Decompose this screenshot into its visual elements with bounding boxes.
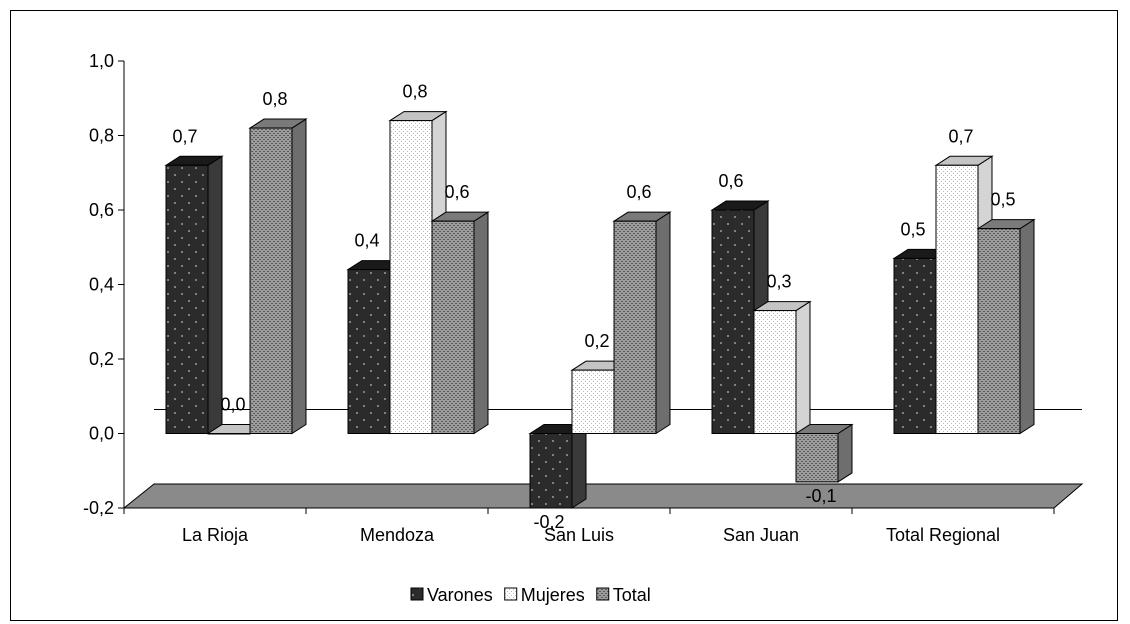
legend-item-total: Total xyxy=(596,585,651,605)
bar-front-face xyxy=(893,257,937,434)
category-label-san-luis: San Luis xyxy=(544,525,614,545)
bar-side-face xyxy=(207,155,223,435)
bar-varones-la-rioja xyxy=(164,155,224,435)
y-tick-label: 0,0 xyxy=(89,424,114,444)
data-label-mujeres-san-juan: 0,3 xyxy=(766,272,791,292)
data-label-total-mendoza: 0,6 xyxy=(444,182,469,202)
legend-swatch xyxy=(504,587,518,601)
bar-total-san-luis xyxy=(612,211,672,435)
legend-swatch xyxy=(410,587,424,601)
legend: Varones Mujeres Total xyxy=(410,585,651,605)
data-label-total-san-juan: -0,1 xyxy=(805,486,836,506)
y-tick-label: 0,2 xyxy=(89,349,114,369)
legend-label: Total xyxy=(613,585,651,605)
bar-mujeres-san-juan xyxy=(752,300,812,435)
data-label-varones-mendoza: 0,4 xyxy=(354,231,379,251)
bar-front-face xyxy=(711,209,755,434)
bar-front-face xyxy=(977,228,1021,434)
data-label-total-total-regional: 0,5 xyxy=(990,190,1015,210)
bar-total-total-regional xyxy=(976,218,1036,435)
bar-side-face xyxy=(795,300,811,435)
category-label-san-juan: San Juan xyxy=(723,525,799,545)
data-label-varones-san-juan: 0,6 xyxy=(718,171,743,191)
y-tick-label: 0,8 xyxy=(89,126,114,146)
y-tick-label: 0,4 xyxy=(89,275,114,295)
legend-swatch xyxy=(596,587,610,601)
chart-frame: -0,2 0,0 0,2 0,4 0,6 0,8 1,0 0,7 0,0 0,8 0,4 0,8 0,… xyxy=(10,10,1118,621)
data-labels: 0,7 0,0 0,8 0,4 0,8 0,6 -0,2 0,2 0,6 0,6 0,3 -0,1 0,… xyxy=(172,82,1015,532)
data-label-varones-total-regional: 0,5 xyxy=(900,219,925,239)
bars xyxy=(164,110,1036,509)
bar-total-san-juan xyxy=(794,423,854,483)
category-label-la-rioja: La Rioja xyxy=(182,525,249,545)
data-label-varones-san-luis: -0,2 xyxy=(533,512,564,532)
legend-label: Varones xyxy=(427,585,493,605)
bar-side-face xyxy=(291,118,307,435)
category-label-mendoza: Mendoza xyxy=(360,525,435,545)
legend-item-mujeres: Mujeres xyxy=(504,585,585,605)
data-label-mujeres-total-regional: 0,7 xyxy=(948,126,973,146)
data-label-mujeres-la-rioja: 0,0 xyxy=(220,395,245,415)
bar-front-face xyxy=(165,164,209,435)
bar-front-face xyxy=(249,127,293,435)
legend-label: Mujeres xyxy=(521,585,585,605)
chart-canvas: -0,20,00,20,40,60,81,0 0,70,00,80,40,80,… xyxy=(83,51,1084,605)
bar-front-face xyxy=(571,369,615,434)
bar-side-face xyxy=(655,211,671,435)
data-label-total-san-luis: 0,6 xyxy=(626,182,651,202)
y-axis: -0,2 0,0 0,2 0,4 0,6 0,8 1,0 xyxy=(83,51,125,518)
data-label-varones-la-rioja: 0,7 xyxy=(172,126,197,146)
y-tick-label: 1,0 xyxy=(89,51,114,71)
bar-front-face xyxy=(347,269,391,434)
bar-front-face xyxy=(431,220,475,434)
bar-side-face xyxy=(571,423,587,509)
data-label-total-la-rioja: 0,8 xyxy=(262,89,287,109)
bar-front-face xyxy=(613,220,657,434)
bar-side-face xyxy=(473,211,489,435)
x-axis: La Rioja Mendoza San Luis San Juan Total Reg… xyxy=(123,507,1055,545)
bar-varones-san-luis xyxy=(528,423,588,509)
bar-side-face xyxy=(837,423,853,483)
data-label-mujeres-mendoza: 0,8 xyxy=(402,82,427,102)
y-tick-label: 0,6 xyxy=(89,200,114,220)
legend-item-varones: Varones xyxy=(410,585,493,605)
bar-front-face xyxy=(389,120,433,434)
bar-front-face xyxy=(795,433,839,483)
category-label-total-regional: Total Regional xyxy=(886,525,1000,545)
bar-side-face xyxy=(1019,218,1035,435)
bar-front-face xyxy=(753,310,797,435)
bar-total-mendoza xyxy=(430,211,490,435)
bar-front-face xyxy=(207,433,251,435)
bar-front-face xyxy=(935,164,979,435)
data-label-mujeres-san-luis: 0,2 xyxy=(584,331,609,351)
bar-total-la-rioja xyxy=(248,118,308,435)
floor-plane xyxy=(122,483,1084,509)
bar-front-face xyxy=(529,433,573,509)
y-tick-label: -0,2 xyxy=(83,498,114,518)
